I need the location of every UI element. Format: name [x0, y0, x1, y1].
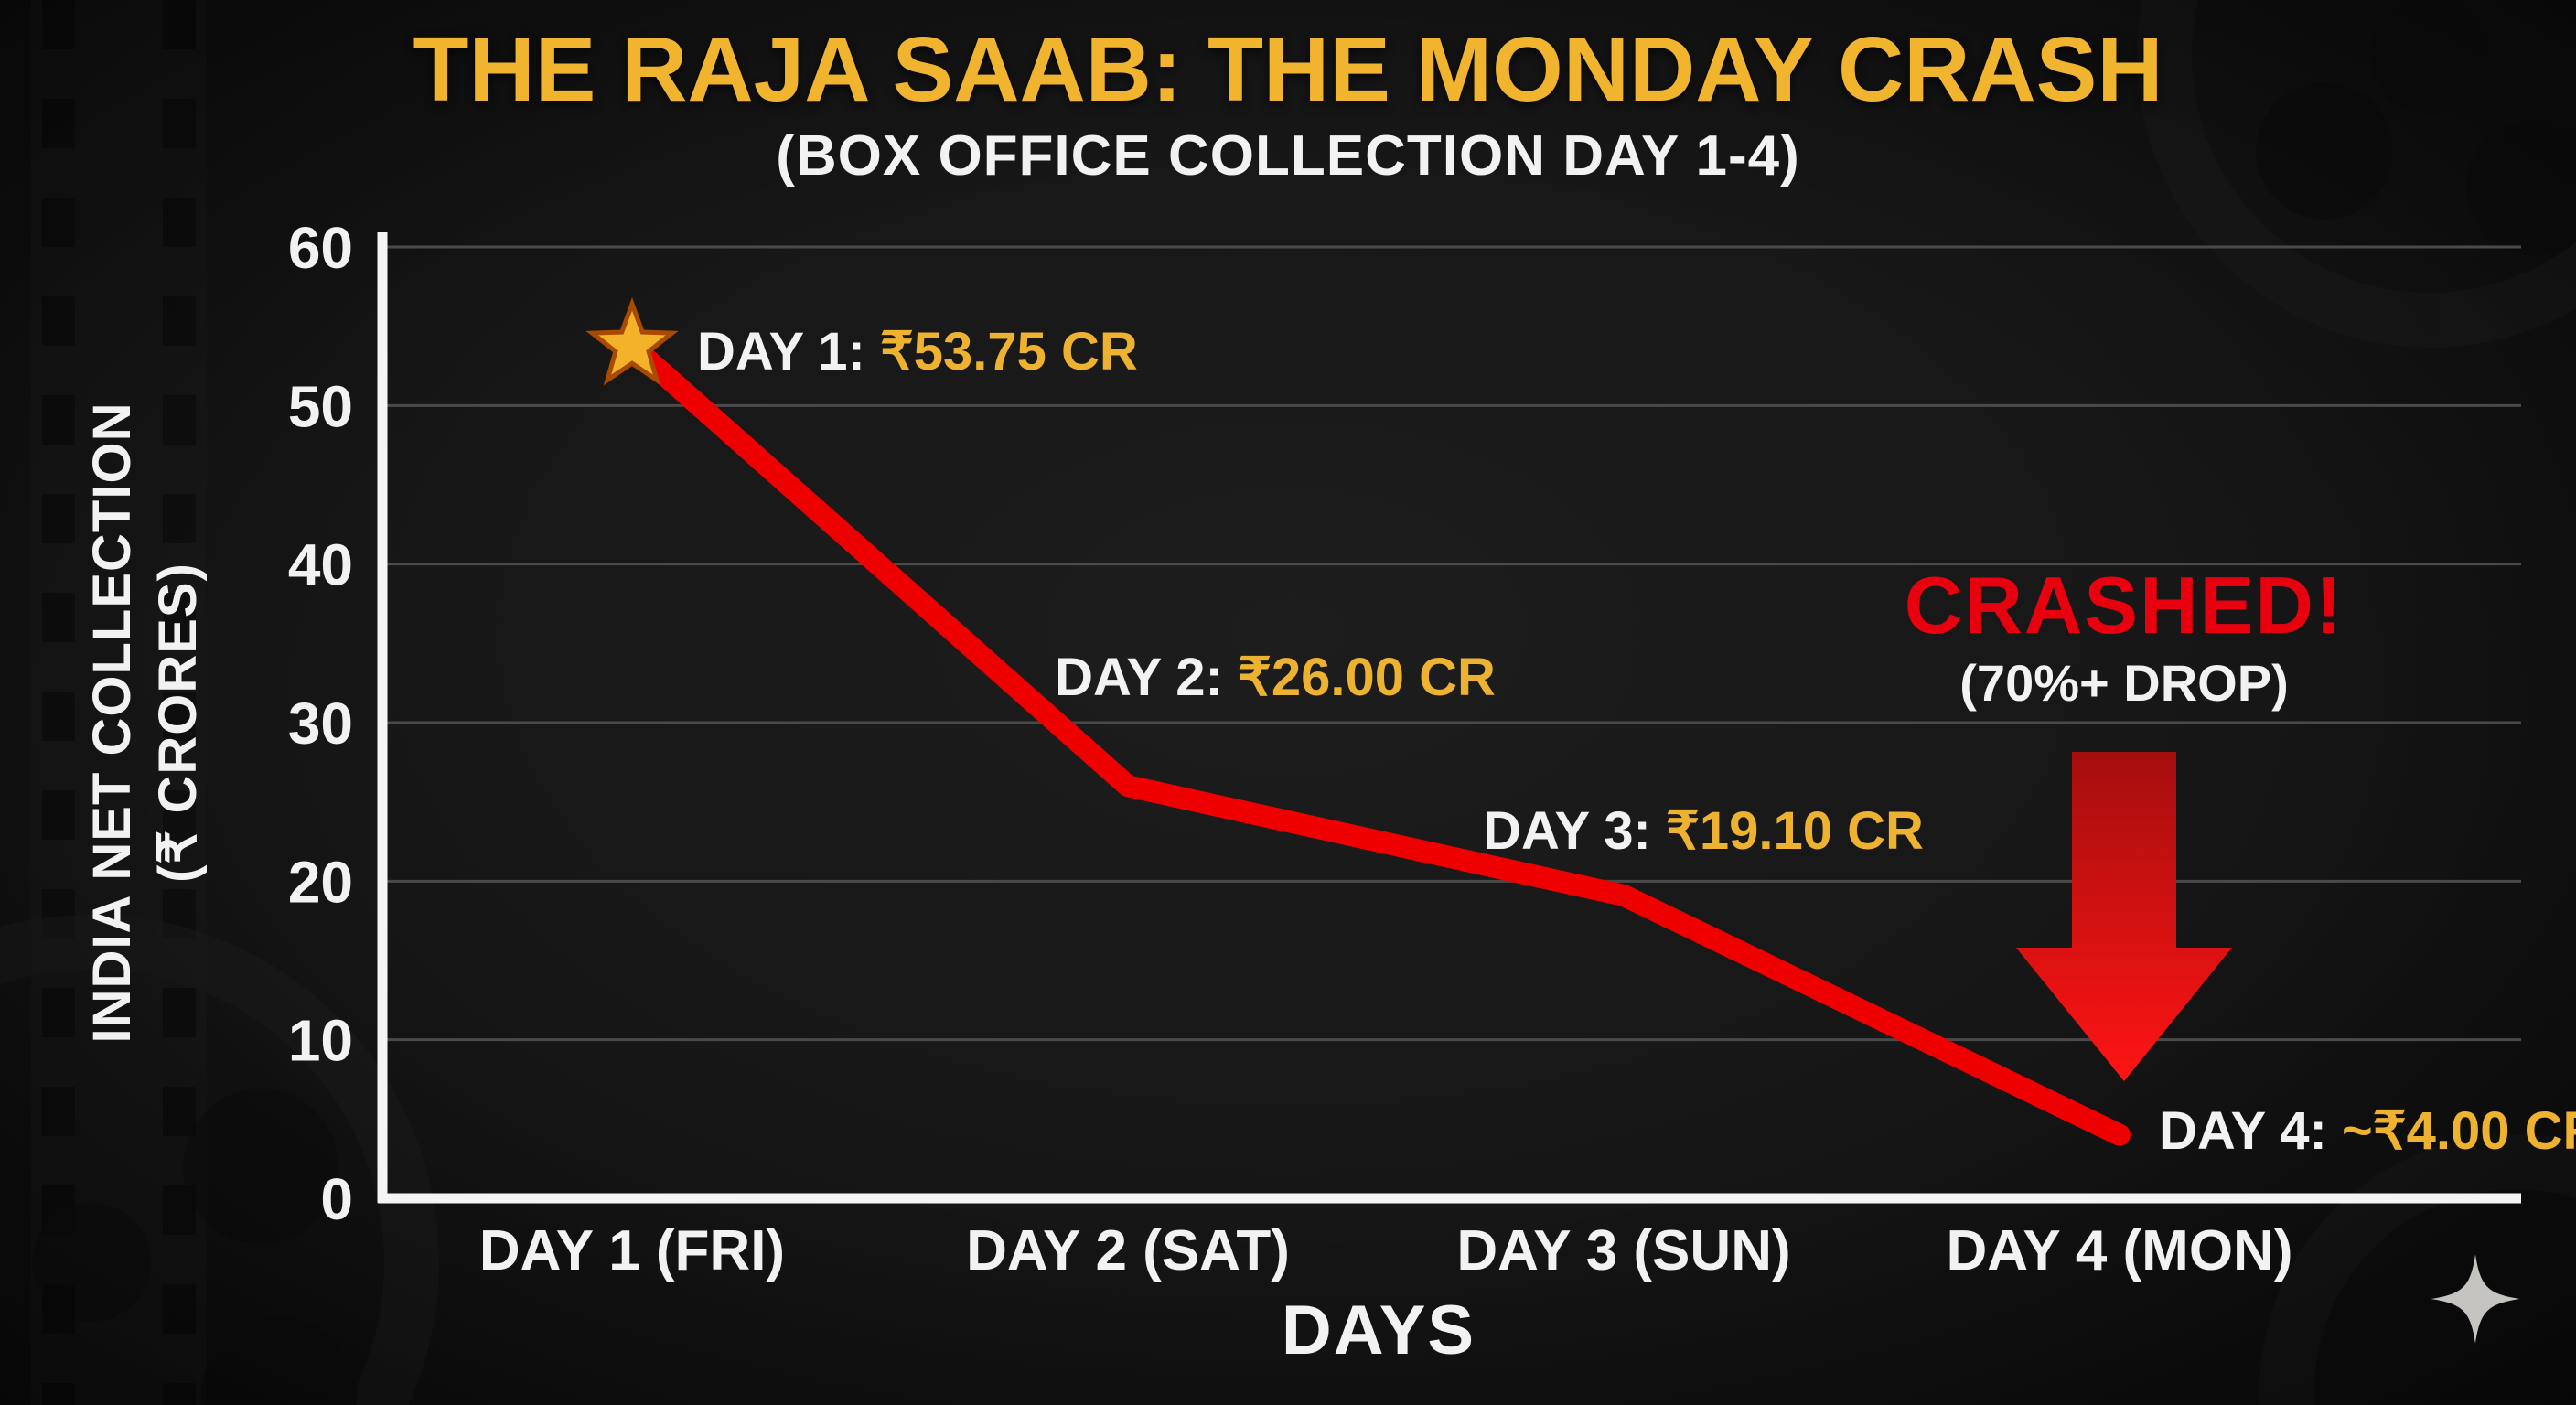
sparkle-shape: [2431, 1254, 2520, 1344]
chart-title: THE RAJA SAAB: THE MONDAY CRASH: [413, 18, 2163, 121]
y-tick-label: 30: [288, 691, 353, 756]
point-label: DAY 4: ~₹4.00 CR: [2159, 1101, 2576, 1161]
y-tick-label: 10: [288, 1008, 353, 1074]
chart-header: THE RAJA SAAB: THE MONDAY CRASH (BOX OFF…: [0, 22, 2576, 188]
reel-hole: [2256, 82, 2393, 220]
x-tick-label: DAY 1 (FRI): [479, 1219, 785, 1282]
collection-line: [621, 335, 2131, 1146]
y-tick-label: 20: [288, 849, 353, 915]
y-tick-label: 0: [320, 1166, 353, 1232]
y-tick-label: 50: [288, 373, 353, 439]
crashed-label: CRASHED!: [1905, 560, 2344, 650]
x-axis-title: DAYS: [1282, 1292, 1476, 1369]
x-tick-label: DAY 2 (SAT): [966, 1219, 1290, 1282]
y-axis-title-line1: INDIA NET COLLECTION: [82, 402, 142, 1044]
reel-hub: [2370, 0, 2489, 114]
crash-arrow-icon: [2016, 752, 2232, 1081]
crash-drop-label: (70%+ DROP): [1959, 654, 2288, 712]
x-tick-label: DAY 3 (SUN): [1456, 1219, 1790, 1282]
point-label: DAY 3: ₹19.10 CR: [1483, 801, 1924, 861]
reel-hole: [2466, 119, 2576, 256]
point-label: DAY 1: ₹53.75 CR: [697, 322, 1138, 381]
y-tick-label: 60: [288, 215, 353, 281]
point-label: DAY 2: ₹26.00 CR: [1055, 648, 1496, 707]
sparkle-icon: [2431, 1254, 2520, 1344]
chart-subtitle: (BOX OFFICE COLLECTION DAY 1-4): [776, 124, 1800, 188]
star-marker: [585, 297, 679, 386]
y-axis-title-line2: (₹ CRORES): [148, 563, 208, 883]
reel-hole: [183, 1089, 338, 1244]
reel-hub: [32, 1203, 151, 1322]
y-tick-label: 40: [288, 532, 353, 598]
x-tick-label: DAY 4 (MON): [1947, 1219, 2293, 1282]
